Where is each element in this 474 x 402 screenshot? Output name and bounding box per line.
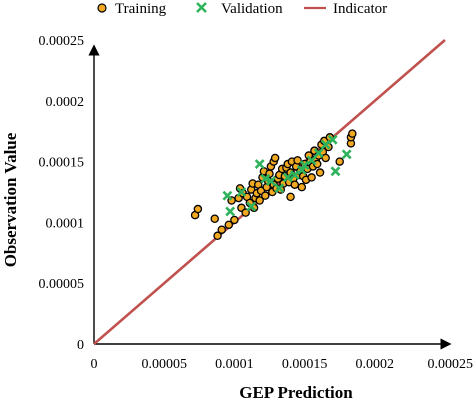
training-point	[297, 182, 307, 192]
y-tick-label: 0.00005	[39, 277, 85, 292]
y-tick-label: 0.0002	[46, 95, 85, 110]
training-point	[321, 153, 330, 163]
legend-validation-marker	[196, 2, 207, 13]
training-point	[224, 220, 234, 230]
legend-indicator-label: Indicator	[333, 1, 387, 17]
validation-point	[313, 148, 324, 159]
validation-point	[222, 190, 233, 201]
training-point	[217, 225, 227, 234]
training-point	[241, 208, 250, 217]
training-point	[255, 196, 264, 205]
x-tick-label: 0.0002	[356, 357, 395, 372]
y-axis-title: Observation Value	[1, 132, 20, 267]
training-point	[290, 180, 300, 189]
x-axis-title: GEP Prediction	[239, 383, 353, 402]
validation-point	[260, 173, 271, 184]
validation-point	[265, 176, 276, 186]
legend-training-label: Training	[115, 1, 167, 17]
validation-point	[236, 187, 247, 197]
training-point	[270, 153, 280, 163]
validation-point	[320, 139, 331, 150]
legend: Training Validation Indicator	[97, 1, 387, 17]
validation-point	[274, 183, 285, 194]
x-tick-labels: 0 0.00005 0.0001 0.00015 0.0002 0.00025	[91, 357, 474, 372]
training-point	[213, 231, 222, 241]
y-tick-label: 0.00025	[39, 34, 85, 49]
validation-point	[296, 165, 307, 176]
x-tick-label: 0.00025	[428, 357, 474, 372]
legend-validation-label: Validation	[221, 1, 283, 17]
training-point	[348, 129, 357, 138]
x-tick-label: 0	[91, 357, 98, 372]
validation-point	[289, 170, 300, 180]
validation-point	[225, 206, 236, 217]
y-tick-labels: 0 0.00005 0.0001 0.00015 0.0002 0.00025	[39, 34, 85, 353]
training-point	[307, 173, 316, 182]
legend-training-marker	[97, 3, 107, 13]
training-point	[210, 214, 219, 224]
training-point	[193, 204, 203, 214]
x-tick-label: 0.00015	[282, 357, 328, 372]
validation-point	[299, 160, 310, 171]
validation-point	[327, 134, 338, 145]
training-point	[261, 191, 270, 200]
y-tick-label: 0.00015	[39, 156, 85, 171]
y-tick-label: 0	[77, 338, 84, 353]
validation-point	[330, 166, 341, 177]
x-tick-label: 0.00005	[141, 357, 187, 372]
training-point	[293, 156, 302, 165]
training-point	[230, 215, 239, 225]
x-tick-label: 0.0001	[215, 357, 254, 372]
validation-point	[246, 201, 257, 212]
training-point	[315, 168, 325, 177]
training-point	[286, 192, 295, 202]
validation-point	[306, 155, 317, 166]
validation-point	[341, 149, 352, 160]
validation-series	[222, 134, 352, 217]
y-tick-label: 0.0001	[46, 216, 85, 231]
validation-point	[282, 172, 293, 183]
validation-point	[254, 159, 265, 169]
training-point	[335, 157, 344, 166]
